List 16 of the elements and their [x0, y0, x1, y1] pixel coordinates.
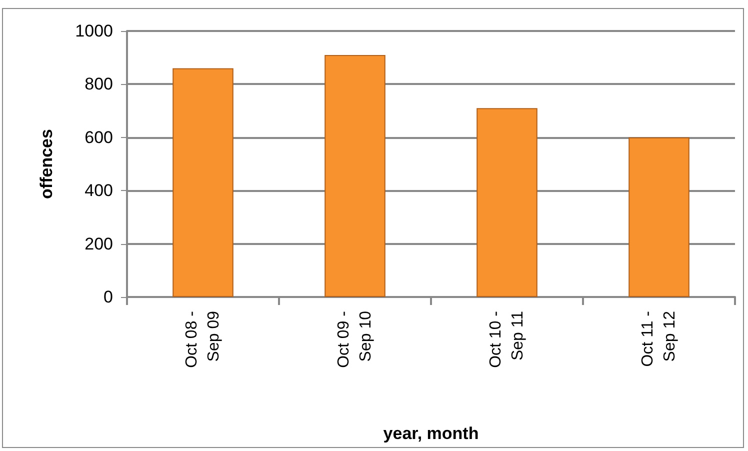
y-tick-label: 200: [84, 234, 113, 254]
bar: [324, 54, 386, 297]
bar: [172, 68, 234, 297]
y-tick-label: 1000: [75, 22, 113, 40]
y-tick-label: 0: [104, 288, 113, 306]
bar: [476, 108, 538, 297]
x-tick-label: Oct 08 - Sep 09: [184, 310, 222, 368]
x-tick-label: Oct 10 - Sep 11: [488, 310, 526, 368]
y-tick-label: 800: [84, 74, 113, 94]
y-axis-title: offences: [37, 129, 56, 199]
x-tick-label: Oct 09 - Sep 10: [336, 310, 374, 368]
y-tick-label: 400: [84, 181, 113, 200]
y-tick-label: 600: [84, 128, 113, 147]
bar: [628, 137, 690, 297]
x-axis-title: year, month: [383, 424, 479, 443]
x-tick-label: Oct 11 - Sep 12: [640, 310, 678, 367]
